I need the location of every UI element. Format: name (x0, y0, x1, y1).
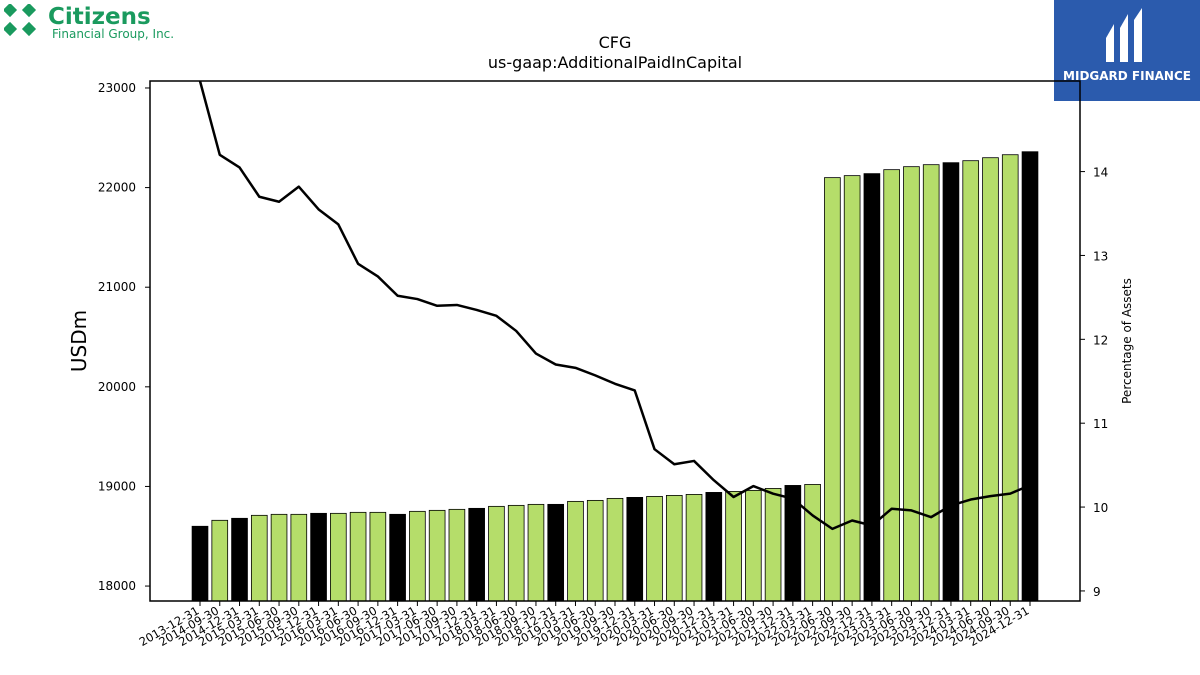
citizens-logo: Citizens Financial Group, Inc. (4, 4, 174, 41)
bar-2023-06-30 (903, 166, 920, 602)
y-tick-label: 21000 (98, 280, 136, 294)
y-tick-label: 19000 (98, 479, 136, 493)
y-tick-label: 23000 (98, 81, 136, 95)
midgard-mark-icon (1106, 8, 1142, 62)
bar-2019-12-31 (626, 496, 644, 602)
y2-tick-label: 12 (1093, 333, 1108, 347)
y2-tick-label: 13 (1093, 249, 1108, 263)
bar-2022-06-30 (824, 177, 841, 602)
bar-2018-12-31 (547, 503, 565, 602)
bar-2024-09-30 (1001, 154, 1019, 602)
y2-tick-label: 10 (1093, 501, 1108, 515)
bar-2016-12-31 (389, 513, 406, 602)
bar-2024-12-31 (1021, 151, 1039, 602)
bar-2020-09-30 (685, 494, 703, 602)
bar-2018-06-30 (507, 504, 525, 602)
bar-2018-03-31 (488, 505, 505, 602)
line-series-percentage-of-assets (198, 80, 1031, 531)
bar-2020-06-30 (665, 495, 683, 602)
y-axis-left: 18000 19000 20000 21000 22000 23000 (98, 81, 150, 593)
bar-2018-09-30 (527, 503, 545, 602)
bar-2019-06-30 (586, 499, 604, 602)
bar-2014-09-30 (211, 519, 229, 602)
bar-2019-09-30 (606, 497, 624, 602)
y2-tick-label: 9 (1093, 585, 1101, 599)
y2-tick-label: 14 (1093, 166, 1108, 180)
bar-2015-12-31 (310, 512, 327, 602)
bar-2017-03-31 (409, 510, 426, 602)
bar-2016-09-30 (369, 511, 387, 602)
midgard-logo-name: MIDGARD FINANCE (1063, 69, 1191, 83)
bar-2017-09-30 (448, 508, 466, 602)
bar-2022-09-30 (843, 175, 861, 602)
bar-2021-06-30 (745, 490, 762, 602)
bar-2023-09-30 (922, 164, 940, 602)
bar-2015-06-30 (270, 513, 288, 602)
bar-2020-03-31 (646, 495, 663, 602)
bar-2021-09-30 (764, 488, 782, 602)
y-axis-label: USDm (67, 310, 91, 372)
y-axis-right: 9 10 11 12 13 14 (1080, 166, 1108, 599)
citizens-mark-icon (4, 4, 37, 37)
midgard-logo: MIDGARD FINANCE (1054, 0, 1200, 101)
citizens-logo-name: Citizens (48, 4, 151, 30)
bar-2024-03-31 (962, 160, 980, 602)
bar-2016-06-30 (349, 511, 367, 602)
x-axis: 2013-12-312014-09-302014-12-312015-03-31… (137, 601, 1032, 649)
bar-2024-06-30 (982, 157, 999, 602)
bar-2017-12-31 (468, 507, 485, 602)
bars-group (191, 151, 1039, 602)
y2-tick-label: 11 (1093, 417, 1108, 431)
bar-2015-09-30 (290, 513, 308, 602)
chart-title: CFG (599, 33, 632, 52)
bar-2015-03-31 (250, 514, 268, 602)
y-tick-label: 20000 (98, 380, 136, 394)
y-tick-label: 22000 (98, 181, 136, 195)
chart-subtitle: us-gaap:AdditionalPaidInCapital (488, 53, 742, 72)
bar-2021-03-31 (725, 491, 742, 602)
bar-2017-06-30 (428, 509, 446, 602)
bar-2019-03-31 (567, 500, 584, 602)
bar-2014-12-31 (231, 517, 248, 602)
bar-2023-03-31 (883, 169, 900, 602)
bar-2023-12-31 (942, 162, 960, 602)
bar-2013-12-31 (191, 525, 209, 602)
y-tick-label: 18000 (98, 579, 136, 593)
bar-2020-12-31 (705, 492, 723, 602)
bar-2022-12-31 (863, 173, 881, 602)
bar-2022-03-31 (804, 484, 821, 602)
citizens-logo-subtitle: Financial Group, Inc. (52, 27, 174, 41)
bar-2016-03-31 (330, 512, 347, 602)
y2-axis-label: Percentage of Assets (1120, 278, 1134, 404)
line-group (198, 80, 1031, 531)
